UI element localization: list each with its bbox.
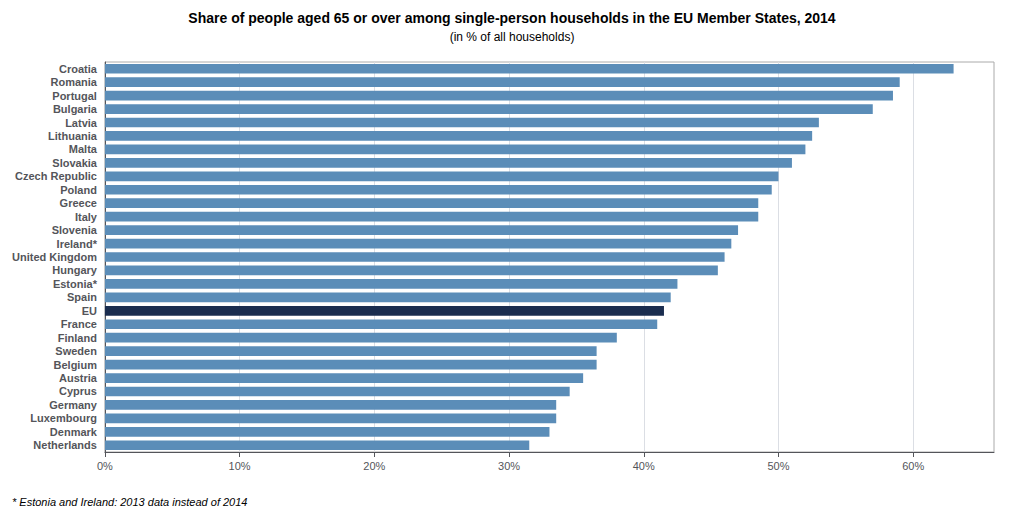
- svg-text:Denmark: Denmark: [50, 426, 98, 438]
- svg-text:Belgium: Belgium: [54, 359, 98, 371]
- svg-text:Lithuania: Lithuania: [48, 130, 98, 142]
- svg-text:Ireland*: Ireland*: [57, 238, 98, 250]
- svg-text:Germany: Germany: [49, 399, 98, 411]
- svg-text:Share of people aged 65 or ove: Share of people aged 65 or over among si…: [188, 10, 835, 26]
- svg-text:Spain: Spain: [67, 291, 97, 303]
- svg-text:Czech Republic: Czech Republic: [15, 170, 97, 182]
- svg-text:Slovenia: Slovenia: [52, 224, 98, 236]
- svg-text:Latvia: Latvia: [65, 117, 98, 129]
- svg-text:60%: 60%: [902, 460, 924, 472]
- svg-text:20%: 20%: [363, 460, 385, 472]
- svg-text:Malta: Malta: [69, 143, 98, 155]
- svg-text:Hungary: Hungary: [52, 264, 98, 276]
- svg-text:Portugal: Portugal: [52, 90, 97, 102]
- svg-text:* Estonia and Ireland: 2013 da: * Estonia and Ireland: 2013 data instead…: [12, 496, 247, 508]
- svg-text:10%: 10%: [229, 460, 251, 472]
- svg-text:Slovakia: Slovakia: [52, 157, 98, 169]
- svg-text:(in % of all households): (in % of all households): [450, 30, 575, 44]
- svg-text:0%: 0%: [97, 460, 113, 472]
- svg-text:France: France: [61, 318, 97, 330]
- svg-text:Finland: Finland: [58, 332, 97, 344]
- svg-text:Bulgaria: Bulgaria: [53, 103, 98, 115]
- svg-text:Sweden: Sweden: [55, 345, 97, 357]
- svg-text:Greece: Greece: [60, 197, 97, 209]
- svg-text:Luxembourg: Luxembourg: [30, 412, 97, 424]
- svg-text:40%: 40%: [633, 460, 655, 472]
- svg-text:United Kingdom: United Kingdom: [12, 251, 97, 263]
- svg-text:Austria: Austria: [59, 372, 98, 384]
- svg-text:Cyprus: Cyprus: [59, 385, 97, 397]
- svg-text:Estonia*: Estonia*: [53, 278, 98, 290]
- svg-text:Croatia: Croatia: [59, 63, 98, 75]
- svg-text:Romania: Romania: [50, 76, 97, 88]
- svg-text:Italy: Italy: [75, 211, 98, 223]
- svg-text:EU: EU: [82, 305, 97, 317]
- svg-text:30%: 30%: [498, 460, 520, 472]
- svg-text:Netherlands: Netherlands: [33, 439, 97, 451]
- svg-text:Poland: Poland: [60, 184, 97, 196]
- svg-text:50%: 50%: [767, 460, 789, 472]
